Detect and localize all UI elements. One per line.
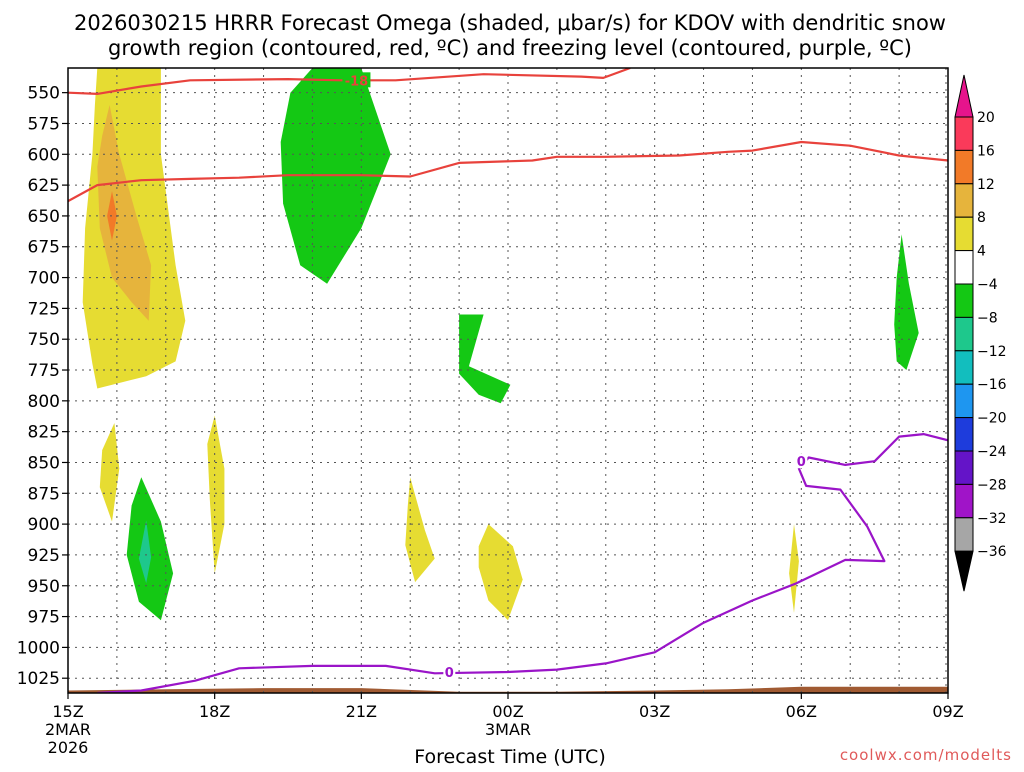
- omega-neg-8-low: [138, 520, 152, 584]
- ground-terrain: [68, 686, 948, 693]
- omega-pos-8: [97, 105, 152, 321]
- colorbar-band: [954, 316, 974, 352]
- x-tick-label: 03Z: [639, 702, 670, 721]
- omega-neg-4-mid: [459, 314, 511, 404]
- colorbar-label: −12: [977, 344, 1007, 360]
- x-tick-label: 21Z: [346, 702, 377, 721]
- y-tick-label: 1000: [17, 638, 60, 658]
- freezing-level-label: 0: [445, 666, 454, 681]
- colorbar-label: 4: [977, 244, 986, 260]
- x-tick-sublabel: 3MAR: [485, 720, 531, 739]
- y-tick-label: 575: [28, 114, 60, 134]
- colorbar-label: 12: [977, 177, 995, 193]
- y-tick-label: 900: [28, 515, 60, 535]
- freezing-label-bg: [795, 453, 808, 469]
- y-tick-label: 875: [28, 484, 60, 504]
- colorbar-band: [954, 149, 974, 185]
- y-tick-label: 775: [28, 361, 60, 381]
- x-tick-year: 2026: [48, 738, 89, 757]
- colorbar-band: [954, 517, 974, 552]
- omega-pos-4-small-c: [405, 477, 435, 583]
- colorbar-label: −32: [977, 511, 1007, 527]
- chart-title-line2: growth region (contoured, red, ºC) and f…: [108, 36, 912, 60]
- colorbar-band: [954, 250, 974, 285]
- y-tick-label: 700: [28, 269, 60, 289]
- colorbar-band: [954, 483, 974, 519]
- colorbar-label: −8: [977, 310, 998, 326]
- omega-neg-4-right: [894, 234, 919, 370]
- y-tick-label: 750: [28, 330, 60, 350]
- y-tick-label: 1025: [17, 669, 60, 689]
- colorbar-label: 8: [977, 210, 986, 226]
- y-tick-label: 650: [28, 207, 60, 227]
- colorbar-label: −36: [977, 544, 1007, 560]
- temperature-contours: -18 0 0: [68, 68, 948, 693]
- freezing-level-line: [97, 433, 948, 693]
- x-axis-label: Forecast Time (UTC): [414, 746, 605, 768]
- colorbar-label: −24: [977, 444, 1007, 460]
- freezing-level-label: 0: [797, 455, 806, 470]
- colorbar-band: [954, 183, 974, 218]
- colorbar-label: −16: [977, 377, 1007, 393]
- x-tick-label: 15Z: [52, 702, 83, 721]
- y-tick-label: 550: [28, 84, 60, 104]
- colorbar-label: −20: [977, 411, 1007, 427]
- credit-text: coolwx.com/modelts: [840, 746, 1012, 764]
- y-tick-label: 800: [28, 392, 60, 412]
- omega-pos-4-small-d: [478, 524, 523, 621]
- x-tick-label: 06Z: [786, 702, 817, 721]
- x-tick-label: 00Z: [492, 702, 523, 721]
- y-tick-label: 975: [28, 608, 60, 628]
- omega-pos-4-small-e: [789, 524, 799, 613]
- colorbar-label: −4: [977, 277, 998, 293]
- colorbar-band: [954, 116, 974, 151]
- colorbar: 20 16 12 8 4 −4 −8 −12 −16 −20 −24 −28 −32 −36: [954, 74, 1007, 592]
- y-tick-label: 950: [28, 577, 60, 597]
- y-tick-label: 825: [28, 423, 60, 443]
- x-tick-label: 09Z: [932, 702, 963, 721]
- colorbar-band: [954, 283, 974, 318]
- y-tick-label: 675: [28, 238, 60, 258]
- y-tick-label: 600: [28, 145, 60, 165]
- colorbar-label: −28: [977, 477, 1007, 493]
- ground-layer: [68, 686, 948, 693]
- colorbar-bottom-arrow: [954, 550, 974, 592]
- colorbar-band: [954, 450, 974, 485]
- colorbar-label: 20: [977, 110, 995, 126]
- colorbar-band: [954, 417, 974, 452]
- colorbar-band: [954, 383, 974, 419]
- y-axis-ticks: 550 575 600 625 650 675 700 725 750 775 800 825 850 8…: [17, 84, 68, 689]
- y-tick-label: 850: [28, 453, 60, 473]
- colorbar-label: 16: [977, 143, 995, 159]
- omega-shading: [82, 68, 919, 621]
- omega-pos-4-small-a: [99, 423, 120, 522]
- red-contour-label: -18: [345, 74, 369, 89]
- freezing-label-bg: [443, 664, 456, 680]
- chart-title-line1: 2026030215 HRRR Forecast Omega (shaded, …: [74, 11, 946, 35]
- x-tick-label: 18Z: [199, 702, 230, 721]
- y-tick-label: 725: [28, 299, 60, 319]
- y-tick-label: 625: [28, 176, 60, 196]
- omega-pos-4-small-b: [207, 415, 225, 574]
- red-contour-line: [68, 68, 631, 96]
- colorbar-band: [954, 216, 974, 252]
- red-contour-label-bg: [342, 72, 371, 88]
- x-tick-sublabel: 2MAR: [45, 720, 91, 739]
- colorbar-band: [954, 350, 974, 385]
- colorbar-top-arrow: [954, 74, 974, 118]
- y-tick-label: 925: [28, 546, 60, 566]
- red-contour-line: [68, 140, 948, 203]
